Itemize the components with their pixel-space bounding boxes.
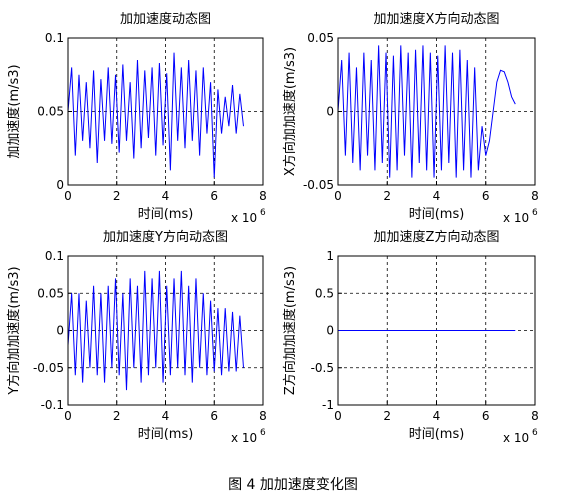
x-axis-label: 时间(ms) (138, 427, 194, 442)
x-tick-label: 8 (259, 409, 267, 423)
y-tick-label: 0.05 (307, 31, 334, 45)
y-tick-label: -0.05 (303, 178, 334, 192)
x-axis-label: 时间(ms) (138, 207, 194, 222)
x-tick-label: 0 (64, 189, 72, 203)
y-tick-label: -0.5 (311, 361, 334, 375)
y-tick-label: 0.05 (37, 286, 64, 300)
y-tick-label: 0 (56, 178, 64, 192)
x-scale-exponent: 6 (532, 428, 538, 438)
y-tick-label: 0 (56, 324, 64, 338)
x-tick-label: 2 (383, 409, 391, 423)
y-tick-label: 0.05 (37, 105, 64, 119)
x-scale-label: x 10 (503, 211, 529, 225)
x-scale-label: x 10 (231, 431, 257, 445)
y-tick-label: 0 (326, 105, 334, 119)
x-tick-label: 8 (531, 409, 539, 423)
axes-frame (337, 255, 536, 406)
chart-title: 加加速度动态图 (120, 11, 211, 27)
x-tick-label: 4 (433, 189, 441, 203)
y-axis-label: X方向加加速度(m/s3) (282, 47, 298, 176)
figure-caption: 图 4 加加速度变化图 (228, 477, 358, 493)
x-tick-label: 6 (210, 189, 218, 203)
x-scale-label: x 10 (503, 431, 529, 445)
x-tick-label: 8 (531, 189, 539, 203)
axes-frame (337, 37, 536, 186)
x-axis-label: 时间(ms) (409, 207, 465, 222)
x-tick-label: 0 (334, 189, 342, 203)
y-axis-label: 加加速度(m/s3) (6, 64, 22, 158)
data-line (67, 52, 244, 178)
data-line (67, 270, 244, 391)
y-tick-label: 0.1 (45, 249, 64, 263)
y-axis-label: Y方向加加速度(m/s3) (6, 266, 22, 395)
x-tick-label: 0 (64, 409, 72, 423)
chart-title: 加加速度Y方向动态图 (103, 229, 228, 245)
x-axis-label: 时间(ms) (409, 427, 465, 442)
y-tick-label: 1 (326, 249, 334, 263)
x-scale-exponent: 6 (532, 208, 538, 218)
x-tick-label: 6 (482, 409, 490, 423)
y-tick-label: -0.1 (41, 398, 64, 412)
y-tick-label: 0.1 (45, 31, 64, 45)
x-tick-label: 2 (113, 409, 121, 423)
y-tick-label: -0.05 (33, 361, 64, 375)
x-scale-exponent: 6 (260, 208, 266, 218)
x-tick-label: 6 (210, 409, 218, 423)
axes-frame (67, 255, 264, 406)
chart-title: 加加速度X方向动态图 (374, 11, 500, 27)
x-tick-label: 0 (334, 409, 342, 423)
y-tick-label: 0 (326, 324, 334, 338)
x-scale-label: x 10 (231, 211, 257, 225)
x-tick-label: 4 (162, 189, 170, 203)
x-tick-label: 8 (259, 189, 267, 203)
chart-title: 加加速度Z方向动态图 (374, 229, 500, 245)
x-tick-label: 2 (383, 189, 391, 203)
x-tick-label: 2 (113, 189, 121, 203)
y-tick-label: -1 (322, 398, 334, 412)
x-tick-label: 4 (162, 409, 170, 423)
x-tick-label: 4 (433, 409, 441, 423)
y-tick-label: 0.5 (315, 286, 334, 300)
axes-frame (67, 37, 264, 186)
data-line (337, 45, 516, 178)
y-axis-label: Z方向加加速度(m/s3) (282, 266, 298, 395)
x-tick-label: 6 (482, 189, 490, 203)
x-scale-exponent: 6 (260, 428, 266, 438)
